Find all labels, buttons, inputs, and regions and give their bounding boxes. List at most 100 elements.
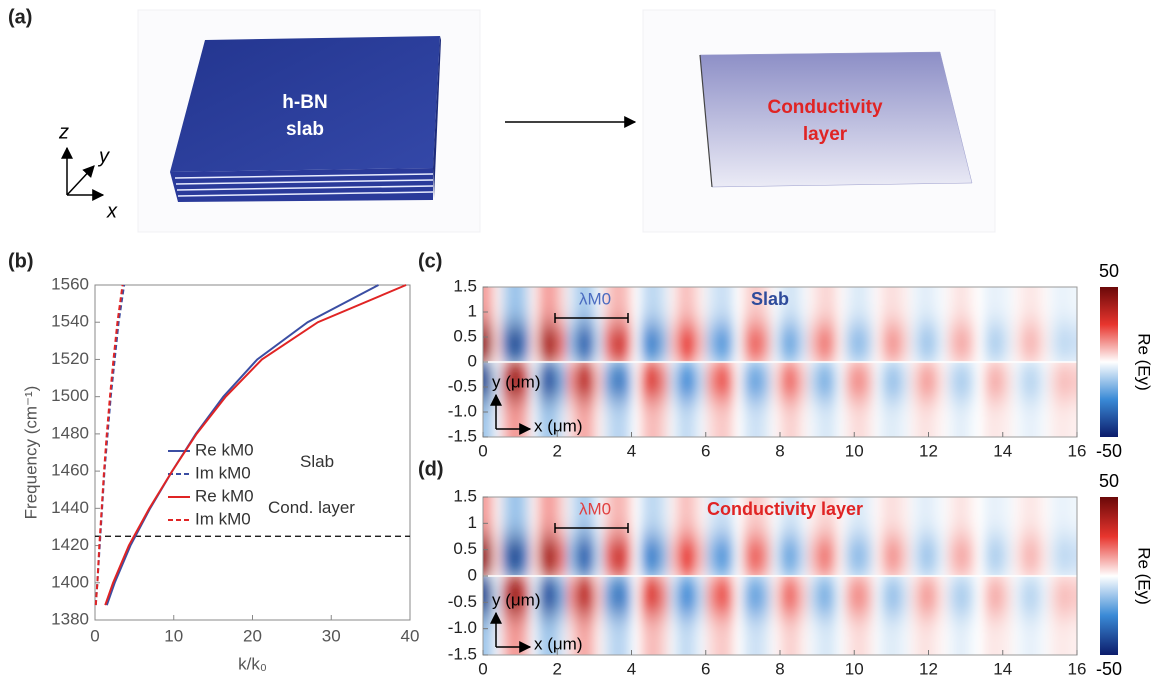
y-tick-label: 1 xyxy=(468,513,477,532)
sheet-label: Conductivity xyxy=(767,97,882,118)
heatmap-cell xyxy=(937,399,948,437)
heatmap-cell xyxy=(937,615,948,655)
heatmap-cell xyxy=(863,324,874,362)
heatmap-cell xyxy=(483,497,493,537)
heatmap-cell xyxy=(770,536,781,576)
heatmap-cell xyxy=(677,536,688,576)
heatmap-cell xyxy=(687,615,698,655)
heatmap-cell xyxy=(622,324,633,362)
heatmap-cell xyxy=(705,497,716,537)
heatmap-cell xyxy=(483,576,493,616)
heatmap-cell xyxy=(882,399,892,437)
heatmap-cell xyxy=(872,324,883,362)
inset-axis-label: x (μm) xyxy=(534,416,583,435)
heatmap-cell xyxy=(677,362,688,400)
heatmap-cell xyxy=(854,536,865,576)
heatmap-cell xyxy=(1030,287,1041,325)
heatmap-cell xyxy=(993,576,1004,616)
heatmap-cell xyxy=(798,576,809,616)
heatmap-cell xyxy=(538,399,549,437)
heatmap-cell xyxy=(529,497,540,537)
heatmap-cell xyxy=(483,362,493,400)
heatmap-cell xyxy=(1030,399,1041,437)
y-tick-label: 1500 xyxy=(51,386,89,405)
heatmap-cell xyxy=(1002,362,1013,400)
heatmap-cell xyxy=(798,399,809,437)
y-tick-label: 1400 xyxy=(51,572,89,591)
y-tick-label: 0 xyxy=(468,351,477,370)
x-tick-label: 14 xyxy=(993,441,1012,460)
heatmap-cell xyxy=(612,576,623,616)
heatmap-cell xyxy=(687,536,698,576)
heatmap-cell xyxy=(947,576,957,616)
heatmap-cell xyxy=(1058,536,1069,576)
heatmap-cell xyxy=(947,287,957,325)
legend-label: Re kM0 xyxy=(195,440,254,459)
heatmap-cell xyxy=(650,576,660,616)
heatmap-cell xyxy=(622,615,633,655)
heatmap-cell xyxy=(687,497,698,537)
heatmap-cell xyxy=(891,536,902,576)
heatmap-cell xyxy=(965,497,976,537)
heatmap-cell xyxy=(844,536,855,576)
heatmap-cell xyxy=(1067,324,1077,362)
heatmap-cell xyxy=(510,362,521,400)
heatmap-cell xyxy=(789,615,800,655)
heatmap-cell xyxy=(807,536,818,576)
heatmap-cell xyxy=(1012,615,1022,655)
heatmap-cell xyxy=(677,576,688,616)
x-tick-label: 20 xyxy=(243,626,262,645)
heatmap-cell xyxy=(715,615,725,655)
axis-name: x xyxy=(106,200,118,222)
heatmap-cell xyxy=(752,497,763,537)
heatmap-cell xyxy=(575,399,586,437)
heatmap-cells xyxy=(483,576,1077,655)
heatmap-cell xyxy=(705,399,716,437)
heatmap-cell xyxy=(640,497,651,537)
heatmap-cell xyxy=(557,362,568,400)
heatmap-cell xyxy=(956,615,967,655)
heatmap-half xyxy=(483,287,1077,362)
heatmap-cell xyxy=(900,497,911,537)
heatmap-cell xyxy=(826,287,837,325)
heatmap-cell xyxy=(1039,324,1050,362)
inset-axis-label: y (μm) xyxy=(492,372,541,391)
heatmap-cell xyxy=(817,497,828,537)
heatmap-cell xyxy=(677,497,688,537)
heatmap-cell xyxy=(807,576,818,616)
heatmap-cell xyxy=(1012,536,1022,576)
x-axis-label: k/k₀ xyxy=(238,654,267,673)
heatmap-cell xyxy=(780,615,790,655)
heatmap-cell xyxy=(687,399,698,437)
heatmap-cell xyxy=(1049,615,1060,655)
heatmap-cell xyxy=(659,324,670,362)
heatmap-cell xyxy=(585,324,595,362)
heatmap-cell xyxy=(919,536,930,576)
x-tick-label: 40 xyxy=(401,626,420,645)
x-tick-label: 16 xyxy=(1068,659,1087,678)
heatmap-cell xyxy=(817,399,828,437)
panel-label: (c) xyxy=(418,250,442,272)
heatmap-cell xyxy=(770,497,781,537)
heatmap-cell xyxy=(585,536,595,576)
legend-group-label: Slab xyxy=(300,452,334,471)
heatmap-cell xyxy=(956,536,967,576)
legend-group-label: Cond. layer xyxy=(268,498,355,517)
heatmap-cell xyxy=(1067,497,1077,537)
heatmap-cell xyxy=(594,362,605,400)
heatmap-cell xyxy=(1058,615,1069,655)
heatmap-cell xyxy=(817,615,828,655)
heatmap-cell xyxy=(1012,324,1022,362)
heatmap-cell xyxy=(724,536,735,576)
heatmap-cell xyxy=(863,497,874,537)
heatmap-cell xyxy=(733,576,744,616)
heatmap-cell xyxy=(863,615,874,655)
hbn-slab xyxy=(170,36,441,202)
heatmap-cell xyxy=(993,497,1004,537)
heatmap-cell xyxy=(603,497,614,537)
heatmap-cell xyxy=(974,399,985,437)
heatmap-cell xyxy=(1012,497,1022,537)
heatmap-cell xyxy=(761,615,772,655)
heatmap-cell xyxy=(965,324,976,362)
heatmap-cell xyxy=(501,615,512,655)
